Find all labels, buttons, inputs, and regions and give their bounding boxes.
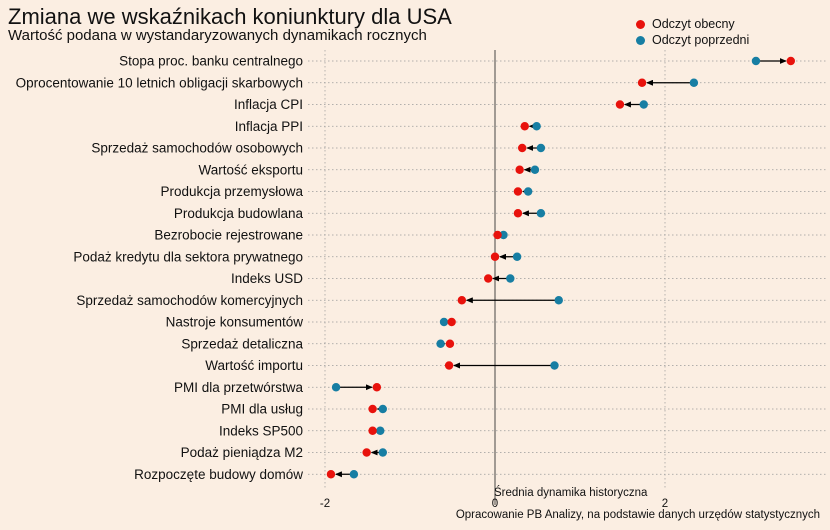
points (326, 56, 795, 479)
point-current (513, 209, 523, 218)
point-current (368, 404, 377, 414)
category-label: Rozpoczęte budowy domów (134, 467, 303, 482)
point-previous (331, 383, 341, 392)
category-label: Produkcja budowlana (174, 206, 304, 221)
point-previous (378, 448, 387, 457)
category-label: Inflacja CPI (234, 97, 303, 112)
point-current (493, 230, 502, 240)
point-previous (530, 165, 540, 174)
category-label: Nastroje konsumentów (166, 315, 304, 330)
category-label: Inflacja PPI (235, 119, 303, 134)
category-label: Wartość eksportu (198, 162, 303, 177)
category-label: Indeks SP500 (219, 423, 303, 438)
x-tick-label: 0 (492, 498, 498, 510)
category-label: Indeks USD (231, 271, 303, 286)
point-current (326, 470, 336, 479)
grid-lines (308, 50, 828, 488)
category-label: Podaż pieniądza M2 (181, 445, 303, 460)
x-axis-ticks: -2 0 2 (320, 498, 668, 510)
point-current (490, 252, 500, 261)
point-previous (499, 230, 508, 240)
category-label: Wartość importu (205, 358, 303, 373)
arrows (334, 58, 787, 478)
chart-subtitle: Wartość podana w wystandaryzowanych dyna… (8, 27, 427, 44)
point-current (786, 56, 795, 66)
point-current (368, 426, 377, 435)
reference-line-label: Średnia dynamika historyczna (494, 486, 648, 499)
category-label: Stopa proc. banku centralnego (119, 54, 303, 69)
legend-current-swatch-icon (636, 19, 645, 29)
point-previous (689, 78, 699, 87)
point-current (637, 78, 647, 87)
chart-title: Zmiana we wskaźnikach koniunktury dla US… (8, 4, 452, 29)
point-previous (506, 274, 515, 283)
point-previous (554, 296, 563, 305)
legend-current-label: Odczyt obecny (652, 17, 735, 31)
point-previous (376, 426, 385, 435)
point-current (484, 274, 493, 283)
point-previous (639, 100, 648, 109)
legend-item-current: Odczyt obecny (636, 16, 749, 32)
legend: Odczyt obecny Odczyt poprzedni (636, 16, 749, 48)
point-current (445, 339, 455, 348)
point-previous (436, 339, 445, 348)
point-previous (512, 252, 522, 261)
legend-item-previous: Odczyt poprzedni (636, 32, 749, 48)
point-current (372, 383, 382, 392)
point-previous (536, 209, 546, 218)
category-labels: Stopa proc. banku centralnego Oprocentowa… (16, 54, 304, 482)
point-previous (550, 361, 559, 370)
legend-previous-label: Odczyt poprzedni (652, 33, 750, 47)
point-previous (378, 404, 387, 414)
legend-previous-swatch-icon (636, 35, 645, 45)
point-previous (523, 187, 533, 196)
point-current (457, 296, 467, 305)
point-previous (751, 56, 761, 66)
point-previous (349, 470, 359, 479)
point-previous (532, 122, 541, 131)
category-label: PMI dla usług (221, 402, 303, 417)
point-current (513, 187, 523, 196)
category-label: Sprzedaż samochodów komercyjnych (76, 293, 303, 308)
point-current (518, 143, 527, 153)
point-previous (439, 317, 449, 327)
category-label: Oprocentowanie 10 letnich obligacji skar… (16, 75, 303, 90)
category-label: Produkcja przemysłowa (160, 184, 303, 199)
x-tick-label: -2 (320, 498, 330, 510)
category-label: Bezrobocie rejestrowane (154, 228, 303, 243)
category-label: Podaż kredytu dla sektora prywatnego (73, 249, 303, 264)
point-current (615, 100, 625, 109)
point-current (515, 165, 524, 174)
point-current (444, 361, 454, 370)
category-label: PMI dla przetwórstwa (174, 380, 304, 395)
point-current (447, 317, 456, 327)
category-label: Sprzedaż samochodów osobowych (91, 141, 303, 156)
source-caption: Opracowanie PB Analizy, na podstawie dan… (455, 509, 820, 521)
reference-line-group: Średnia dynamika historyczna (494, 50, 648, 505)
category-label: Sprzedaż detaliczna (181, 336, 303, 351)
point-previous (536, 143, 546, 153)
point-current (362, 448, 371, 457)
x-tick-label: 2 (662, 498, 668, 510)
point-current (520, 122, 529, 131)
